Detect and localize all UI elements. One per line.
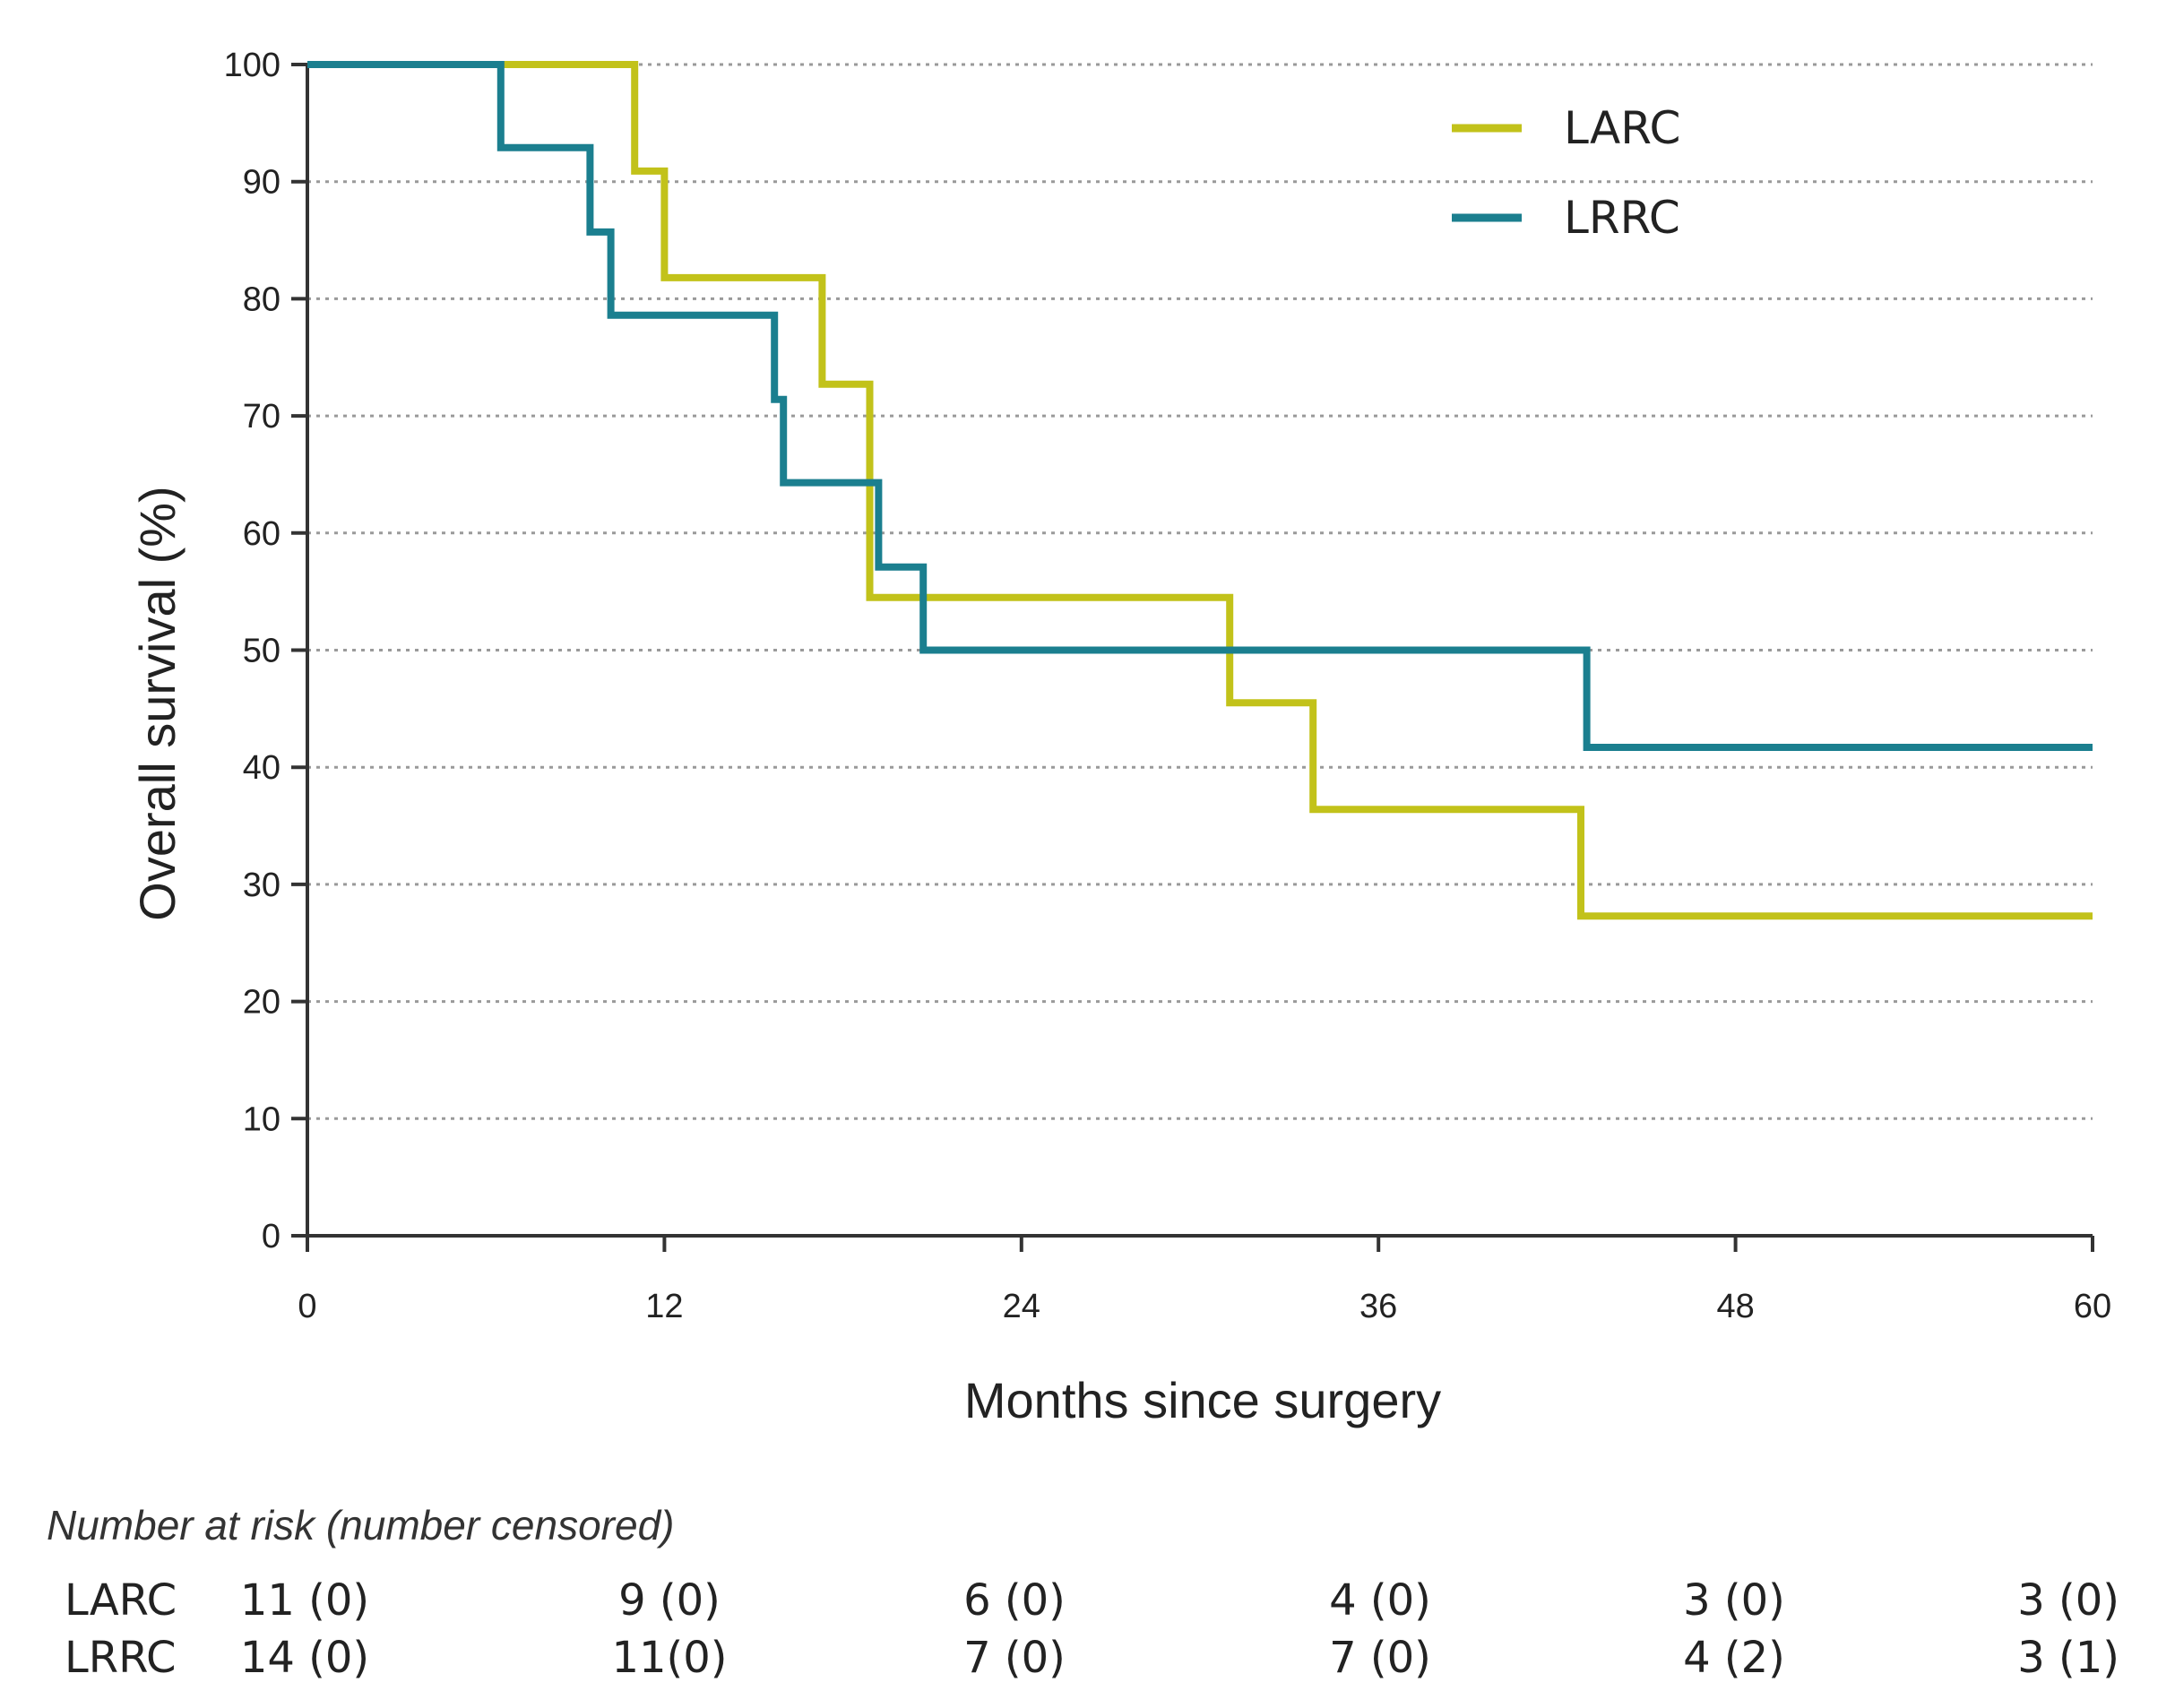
- risk-row-label-lrrc: LRRC: [65, 1633, 177, 1683]
- x-tick-label-12: 12: [645, 1288, 683, 1325]
- risk-table: LARC 11 (0) 9 (0) 6 (0) 4 (0) 3 (0) 3 (0) LRRC 1…: [65, 1575, 2119, 1683]
- x-axis-title: Months since surgery: [964, 1372, 1441, 1428]
- y-tick-label-30: 30: [243, 867, 281, 904]
- axes: 0 10 20 30 40 50 60 70 80 90 100 0 12 24 36 48 60: [224, 47, 2112, 1325]
- y-tick-label-0: 0: [262, 1218, 281, 1255]
- series-line-larc: [307, 61, 2093, 920]
- gridlines: [307, 63, 2093, 1120]
- y-tick-label-90: 90: [243, 164, 281, 202]
- risk-cell-larc-0: 11 (0): [240, 1575, 369, 1626]
- y-tick-label-50: 50: [243, 633, 281, 670]
- legend: LARC LRRC: [1452, 102, 1680, 244]
- risk-row-label-larc: LARC: [65, 1575, 177, 1626]
- risk-cell-lrrc-60: 3 (1): [2017, 1633, 2119, 1683]
- x-tick-label-36: 36: [1359, 1288, 1397, 1325]
- y-tick-label-20: 20: [243, 984, 281, 1022]
- risk-cell-lrrc-12: 11(0): [611, 1633, 727, 1683]
- x-tick-label-48: 48: [1716, 1288, 1754, 1325]
- risk-cell-larc-48: 3 (0): [1683, 1575, 1785, 1626]
- y-tick-label-40: 40: [243, 749, 281, 787]
- y-tick-label-80: 80: [243, 280, 281, 318]
- x-tick-label-24: 24: [1003, 1288, 1040, 1325]
- series-lines: [307, 61, 2093, 920]
- risk-cell-larc-36: 4 (0): [1329, 1575, 1431, 1626]
- series-line-lrrc: [307, 61, 2093, 751]
- y-tick-label-10: 10: [243, 1100, 281, 1138]
- x-tick-label-60: 60: [2074, 1288, 2111, 1325]
- risk-cell-larc-24: 6 (0): [963, 1575, 1066, 1626]
- y-axis-title: Overall survival (%): [129, 486, 186, 920]
- y-tick-label-60: 60: [243, 515, 281, 553]
- risk-cell-lrrc-36: 7 (0): [1329, 1633, 1431, 1683]
- x-tick-label-0: 0: [298, 1288, 316, 1325]
- risk-cell-lrrc-0: 14 (0): [240, 1633, 369, 1683]
- risk-cell-larc-60: 3 (0): [2017, 1575, 2119, 1626]
- y-tick-label-100: 100: [224, 47, 281, 84]
- legend-label-larc: LARC: [1564, 102, 1680, 154]
- risk-cell-larc-12: 9 (0): [618, 1575, 721, 1626]
- legend-label-lrrc: LRRC: [1564, 192, 1680, 244]
- risk-table-title: Number at risk (number censored): [47, 1502, 674, 1548]
- risk-cell-lrrc-24: 7 (0): [963, 1633, 1066, 1683]
- y-tick-label-70: 70: [243, 398, 281, 436]
- risk-cell-lrrc-48: 4 (2): [1683, 1633, 1785, 1683]
